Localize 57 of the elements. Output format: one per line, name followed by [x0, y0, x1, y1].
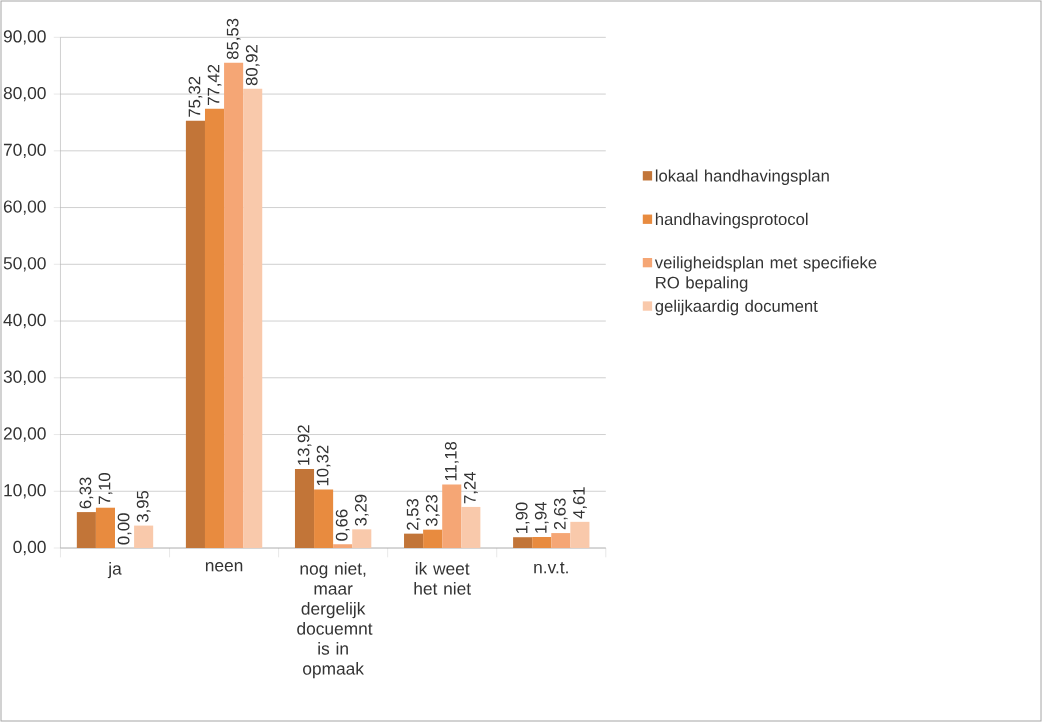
bar	[185, 120, 205, 548]
data-label: 7,24	[463, 472, 478, 504]
bar	[570, 521, 590, 548]
bar	[204, 108, 225, 548]
data-label: 2,53	[406, 499, 421, 530]
bar	[461, 506, 481, 548]
bar	[294, 469, 315, 548]
legend-label: handhavingsprotocol	[655, 212, 808, 229]
bar	[551, 533, 571, 548]
bar	[423, 529, 443, 548]
data-label: 80,92	[245, 45, 260, 86]
bar	[442, 484, 462, 548]
y-tick-label: 50,00	[3, 257, 46, 272]
x-tick-label: neen	[205, 562, 243, 572]
x-tick-label: ik weet het niet	[414, 562, 471, 595]
y-tick-label: 40,00	[3, 313, 46, 329]
data-label: 7,10	[98, 473, 113, 504]
data-label: 3,29	[354, 494, 369, 526]
bar	[404, 533, 424, 548]
x-tick-label: ja	[107, 562, 122, 579]
y-tick-label: 70,00	[3, 143, 46, 158]
y-tick-label: 0,00	[13, 540, 46, 556]
bar	[134, 525, 154, 548]
bar	[513, 537, 533, 548]
bar	[352, 529, 372, 548]
data-label: 85,53	[226, 18, 241, 60]
data-label: 10,32	[316, 445, 331, 486]
data-label: 75,32	[188, 76, 203, 117]
data-label: 1,90	[515, 502, 530, 534]
data-label: 1,94	[534, 502, 549, 533]
data-label: 3,23	[425, 495, 440, 527]
y-tick-label: 30,00	[3, 370, 46, 385]
y-tick-label: 90,00	[3, 30, 46, 45]
data-label: 4,61	[573, 487, 587, 519]
y-tick-label: 60,00	[3, 200, 46, 215]
bar	[532, 536, 552, 548]
bar	[95, 507, 116, 548]
x-tick-label: nog niet, maar dergelijk docuemnt is in opmaak	[297, 562, 373, 679]
y-tick-label: 20,00	[3, 427, 46, 442]
data-label: 2,63	[553, 498, 568, 530]
bar	[224, 62, 244, 548]
bar	[76, 512, 96, 548]
bar	[243, 88, 263, 548]
x-tick-label: n.v.t.	[534, 562, 568, 574]
legend-label: gelijkaardig document	[655, 299, 818, 316]
data-label: 13,92	[297, 425, 312, 465]
data-label: 6,33	[79, 477, 94, 509]
bar	[333, 544, 353, 548]
bar	[314, 489, 334, 548]
y-tick-label: 80,00	[3, 86, 46, 102]
data-label: 0,00	[117, 513, 132, 545]
data-label: 0,66	[335, 509, 350, 541]
y-tick-label: 10,00	[4, 484, 46, 499]
data-label: 3,95	[136, 490, 151, 523]
data-label: 77,42	[207, 64, 222, 105]
data-label: 11,18	[444, 441, 459, 481]
legend-label: lokaal handhavingsplan	[655, 169, 829, 185]
